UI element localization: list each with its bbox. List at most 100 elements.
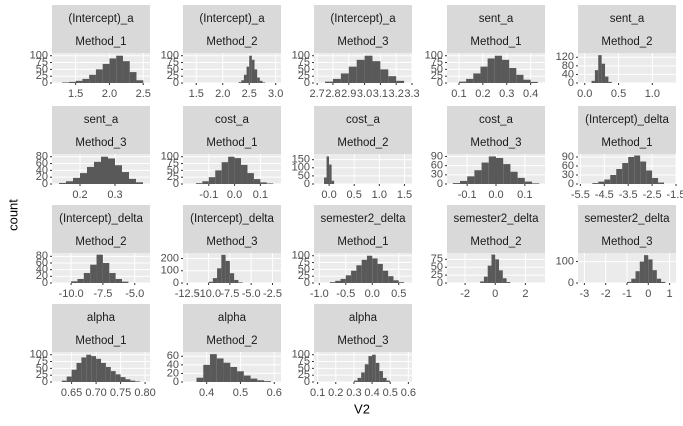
bar [503,164,511,184]
strip [578,5,676,53]
bar [221,162,229,184]
strip-subtitle: Method_2 [337,137,388,149]
y-tick-label: 80 [36,250,48,262]
strip-subtitle: Method_1 [337,236,388,248]
bar [357,377,362,382]
y-tick-label: 25 [36,70,48,82]
bar [122,172,129,184]
bar [203,364,211,382]
strip [314,205,412,253]
bar [326,156,330,184]
x-tick-label: 2.5 [242,88,257,100]
bar [243,74,247,83]
bar [481,162,489,184]
bar [83,273,91,283]
x-tick-label: -12.5 [175,288,200,300]
bar [212,278,218,283]
bar [228,156,235,184]
strip-title: sent_a [610,13,645,25]
bar [635,271,640,283]
y-tick-label: 25 [298,70,310,82]
x-tick-label: 1.0 [645,88,660,100]
x-tick-label: -5.5 [571,189,590,201]
bar [601,63,606,83]
y-tick-label: 50 [167,164,179,176]
strip-title: (Intercept)_a [68,13,134,25]
bar [608,81,612,83]
x-tick-label: 0.1 [451,88,466,100]
strip-subtitle: Method_1 [601,137,652,149]
strip [183,106,281,154]
bar [251,59,255,83]
x-tick-label: 1.5 [189,88,204,100]
strip [314,5,412,53]
strip [52,106,150,154]
bar [616,169,623,184]
y-tick-label: 75 [36,355,48,367]
bar [382,377,387,382]
x-tick-label: 2.5 [136,88,151,100]
strip-subtitle: Method_1 [470,36,521,48]
bar [467,176,475,184]
strip-subtitle: Method_2 [470,236,521,248]
bar [646,170,653,184]
bar [598,181,605,184]
y-tick-label: 75 [298,355,310,367]
bar [499,270,503,283]
x-tick-label: 2.7 [310,88,325,100]
y-tick-label: 60 [562,160,574,172]
x-tick-label: 0.1 [310,387,325,399]
bar [622,163,629,184]
strip-title: semester2_delta [320,213,406,225]
bar [130,380,136,382]
bar [241,80,244,83]
bar [216,358,224,382]
bar [81,357,87,382]
panel [183,53,281,83]
bar [75,80,83,83]
y-tick-label: 0 [437,178,443,190]
y-tick-label: 0 [304,376,310,388]
y-tick-label: 75 [167,56,179,68]
bar [634,155,641,184]
x-tick-label: -10.0 [196,288,221,300]
y-tick-label: 100 [161,265,179,277]
bar [89,74,96,83]
bar [480,66,488,83]
bar [223,362,231,382]
y-tick-label: 75 [298,256,310,268]
bar [523,79,531,83]
bar [122,281,129,283]
strip-title: sent_a [479,13,514,25]
y-tick-label: 25 [431,70,443,82]
y-tick-label: 25 [167,70,179,82]
x-tick-label: 3.0 [357,88,372,100]
bar [459,180,468,184]
bar [594,70,599,83]
bar [229,273,235,283]
bar [241,164,248,184]
bar [101,362,106,382]
strip-title: (Intercept)_a [199,13,265,25]
bar [348,66,357,83]
strip [447,106,545,154]
bar [591,80,595,83]
x-tick-label: 3.1 [373,88,388,100]
bar [329,164,332,184]
y-tick-label: 25 [431,269,443,281]
bar [73,177,80,184]
bar [68,81,76,83]
y-tick-label: 0 [42,376,48,388]
strip-title: (Intercept)_a [330,13,396,25]
y-tick-label: 100 [292,50,310,62]
x-tick-label: 0.6 [401,387,416,399]
x-tick-label: 0.5 [347,189,362,201]
x-tick-label: 0 [645,288,651,300]
bar [639,261,645,283]
bar [61,380,67,382]
x-tick-label: 0 [492,288,498,300]
bar [598,55,602,83]
bar [136,182,143,184]
y-tick-label: 60 [36,157,48,169]
bar [356,265,362,283]
